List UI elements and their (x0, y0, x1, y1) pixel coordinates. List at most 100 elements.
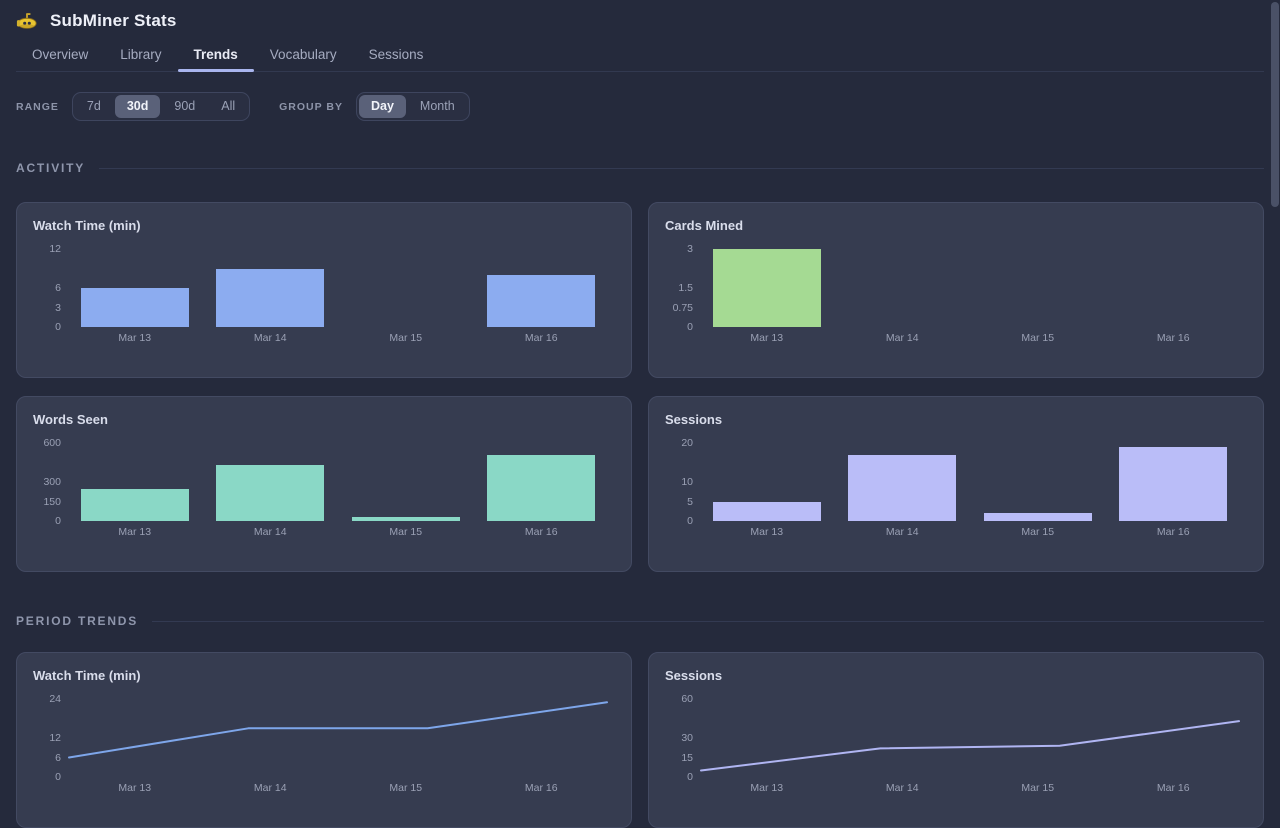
tab-vocabulary[interactable]: Vocabulary (269, 47, 337, 62)
y-axis-tick: 3 (687, 243, 693, 255)
bar (487, 454, 596, 521)
tab-library[interactable]: Library (120, 47, 162, 62)
tab-sessions[interactable]: Sessions (368, 47, 424, 62)
y-axis-tick: 12 (49, 732, 61, 744)
line-series (700, 720, 1240, 772)
y-axis-tick: 30 (681, 732, 693, 744)
bar (80, 288, 189, 327)
bar (983, 513, 1092, 521)
words-seen-bar-chart: 600 300 150 0 Mar 13 Mar 14 Mar 15 Mar 16 (17, 397, 631, 571)
y-axis-tick: 0.75 (672, 301, 693, 314)
tab-overview[interactable]: Overview (32, 47, 89, 62)
chart-title: Cards Mined (665, 218, 744, 233)
vertical-scrollbar-thumb[interactable] (1271, 2, 1279, 207)
x-axis-label: Mar 16 (524, 526, 558, 538)
x-axis-label: Mar 14 (253, 782, 287, 794)
tab-trends[interactable]: Trends (177, 41, 255, 72)
chart-title: Words Seen (33, 412, 108, 427)
sessions-line-chart: 60 30 15 0 Mar 13 Mar 14 Mar 15 Mar 16 (649, 653, 1263, 827)
x-axis-label: Mar 16 (1156, 332, 1190, 344)
x-axis-label: Mar 14 (885, 526, 919, 538)
chart-title: Watch Time (min) (33, 218, 141, 233)
watch-time-bar-chart: 12 6 3 0 Mar 13 Mar 14 Mar 15 Mar 16 (17, 203, 631, 377)
x-axis-label: Mar 13 (118, 526, 152, 538)
watch-time-card: Watch Time (min) 12 6 3 0 Mar 13 Mar 14 Mar 15… (16, 202, 632, 378)
sessions-trend-card: Sessions 60 30 15 0 Mar 13 Mar 14 Mar 15 Mar 16 (648, 652, 1264, 828)
x-axis-label: Mar 15 (1021, 526, 1055, 538)
group-by-selector: Day Month (355, 92, 470, 121)
chart-title: Sessions (665, 412, 723, 427)
y-axis-tick: 600 (43, 437, 61, 449)
bar (712, 501, 821, 521)
y-axis-tick: 12 (49, 243, 61, 255)
group-by-label: GROUP BY (279, 100, 343, 113)
range-option-all[interactable]: All (209, 95, 247, 118)
sessions-card: Sessions 20 10 5 0 Mar 13 Mar 14 Mar 15 Mar 16 (648, 396, 1264, 572)
y-axis-tick: 1.5 (678, 282, 693, 294)
bar (216, 268, 325, 327)
y-axis-tick: 0 (55, 515, 61, 527)
y-axis-tick: 150 (43, 495, 61, 508)
x-axis-label: Mar 13 (750, 782, 784, 794)
watch-time-trend-card: Watch Time (min) 24 12 6 0 Mar 13 Mar 14 Mar 1… (16, 652, 632, 828)
activity-section-header: ACTIVITY (16, 161, 1264, 176)
section-divider (99, 168, 1264, 169)
range-option-7d[interactable]: 7d (75, 95, 113, 118)
range-label: RANGE (16, 100, 59, 113)
y-axis-tick: 5 (687, 495, 693, 508)
x-axis-label: Mar 14 (885, 782, 919, 794)
bar (848, 454, 957, 521)
y-axis-tick: 6 (55, 751, 61, 764)
x-axis-label: Mar 15 (1021, 782, 1055, 794)
controls-bar: RANGE 7d 30d 90d All GROUP BY Day Month (16, 92, 1264, 121)
cards-mined-card: Cards Mined 3 1.5 0.75 0 Mar 13 Mar 14 Mar 15 M… (648, 202, 1264, 378)
line-series (68, 701, 608, 759)
y-axis-tick: 0 (687, 321, 693, 333)
x-axis-label: Mar 16 (1156, 526, 1190, 538)
section-title: PERIOD TRENDS (16, 614, 139, 628)
y-axis-tick: 24 (49, 693, 61, 705)
chart-title: Watch Time (min) (33, 668, 141, 683)
group-by-option-day[interactable]: Day (358, 95, 406, 118)
submarine-icon (16, 11, 38, 31)
x-axis-label: Mar 16 (524, 782, 558, 794)
y-axis-tick: 300 (43, 476, 61, 488)
y-axis-tick: 3 (55, 301, 61, 314)
period-trends-section-header: PERIOD TRENDS (16, 614, 1264, 629)
range-option-90d[interactable]: 90d (162, 95, 207, 118)
y-axis-tick: 15 (681, 751, 693, 764)
group-by-option-month[interactable]: Month (408, 95, 467, 118)
x-axis-label: Mar 13 (750, 332, 784, 344)
y-axis-tick: 6 (55, 282, 61, 294)
chart-title: Sessions (665, 668, 723, 683)
x-axis-label: Mar 15 (1021, 332, 1055, 344)
x-axis-label: Mar 16 (1156, 782, 1190, 794)
section-title: ACTIVITY (16, 161, 86, 175)
activity-grid: Watch Time (min) 12 6 3 0 Mar 13 Mar 14 Mar 15… (16, 202, 1264, 572)
y-axis-tick: 60 (681, 693, 693, 705)
y-axis-tick: 0 (687, 771, 693, 783)
range-option-30d[interactable]: 30d (114, 95, 161, 118)
words-seen-card: Words Seen 600 300 150 0 Mar 13 Mar 14 Mar 15 M… (16, 396, 632, 572)
section-divider (152, 621, 1264, 622)
x-axis-label: Mar 16 (524, 332, 558, 344)
y-axis-tick: 20 (681, 437, 693, 449)
bar (351, 517, 460, 521)
y-axis-tick: 0 (55, 321, 61, 333)
app-header: SubMiner Stats (16, 0, 1264, 31)
x-axis-label: Mar 14 (253, 526, 287, 538)
bar (80, 489, 189, 521)
range-selector: 7d 30d 90d All (71, 92, 251, 121)
tab-bar: Overview Library Trends Vocabulary Sessi… (16, 41, 1264, 72)
cards-mined-bar-chart: 3 1.5 0.75 0 Mar 13 Mar 14 Mar 15 Mar 16 (649, 203, 1263, 377)
x-axis-label: Mar 13 (118, 782, 152, 794)
x-axis-label: Mar 13 (118, 332, 152, 344)
bar (1119, 446, 1228, 521)
x-axis-label: Mar 15 (389, 782, 423, 794)
page-title: SubMiner Stats (50, 11, 177, 30)
bar (216, 465, 325, 521)
sessions-bar-chart: 20 10 5 0 Mar 13 Mar 14 Mar 15 Mar 16 (649, 397, 1263, 571)
period-trends-grid: Watch Time (min) 24 12 6 0 Mar 13 Mar 14 Mar 1… (16, 652, 1264, 828)
y-axis-tick: 0 (55, 771, 61, 783)
